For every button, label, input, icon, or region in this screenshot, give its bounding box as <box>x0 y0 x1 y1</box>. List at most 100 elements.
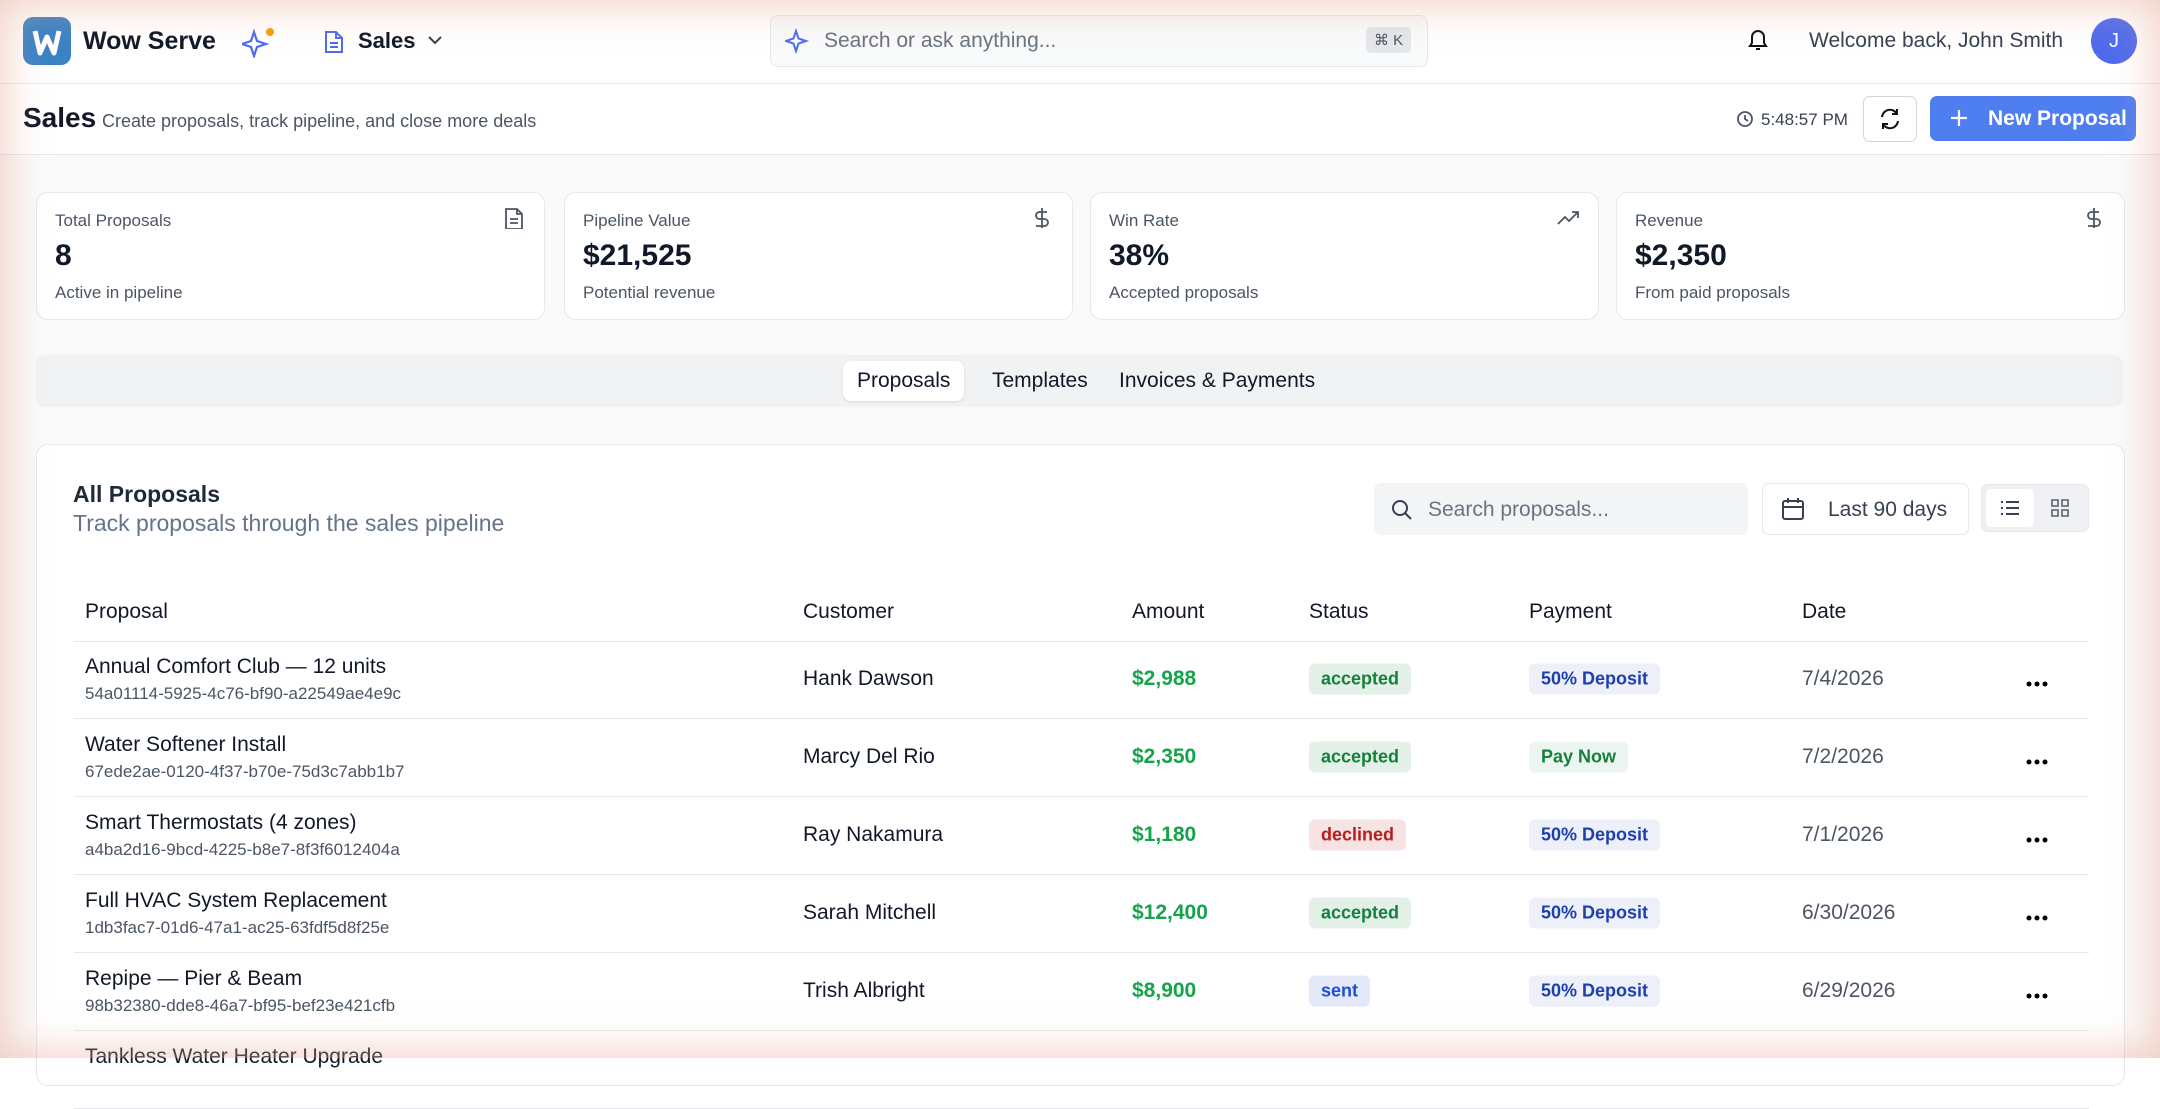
payment-badge: 50% Deposit <box>1529 663 1661 695</box>
row-line <box>74 718 2089 719</box>
date: 7/1/2026 <box>1802 823 1884 846</box>
payment-badge: Pay Now <box>1529 741 1629 773</box>
calendar-icon <box>1782 498 1804 520</box>
stat-icon <box>1031 207 1053 229</box>
stat-label: Win Rate <box>1109 211 1179 230</box>
dots <box>2026 993 2048 999</box>
header-line <box>74 641 2089 642</box>
stat-card: Revenue $2,350 From paid proposals <box>1616 192 2125 320</box>
row-menu[interactable] <box>2025 909 2049 921</box>
row-menu[interactable] <box>2025 831 2049 843</box>
proposals-card: All Proposals Track proposals through th… <box>36 444 2125 1109</box>
status-badge: declined <box>1309 819 1407 851</box>
stat-card: Win Rate 38% Accepted proposals <box>1090 192 1599 320</box>
page: Wow Serve Sales Search or ask anything..… <box>0 15 2160 1109</box>
welcome: Welcome back, John Smith <box>1809 29 2064 52</box>
row-line <box>74 1030 2089 1031</box>
notifications[interactable] <box>1746 28 1770 54</box>
ai-button[interactable] <box>242 28 276 58</box>
column-header: Amount <box>1132 600 1205 623</box>
status-badge: accepted <box>1309 897 1412 929</box>
proposal-title[interactable]: Repipe — Pier & Beam <box>85 967 303 990</box>
row-menu[interactable] <box>2025 753 2049 765</box>
refresh-button[interactable] <box>1863 96 1917 142</box>
global-search[interactable]: Search or ask anything... ⌘ K <box>770 15 1428 67</box>
column-header: Date <box>1802 600 1847 623</box>
proposal-title[interactable]: Full HVAC System Replacement <box>85 889 387 912</box>
dots <box>2026 759 2048 765</box>
stat-value: $2,350 <box>1635 239 1727 272</box>
proposal-title[interactable]: Tankless Water Heater Upgrade <box>85 1045 384 1068</box>
page-header: Sales Create proposals, track pipeline, … <box>0 84 2160 155</box>
customer: Marcy Del Rio <box>803 745 935 768</box>
brand: Wow Serve <box>83 27 216 55</box>
tab[interactable]: Proposals <box>843 361 965 401</box>
amount: $1,180 <box>1132 823 1197 846</box>
row-line <box>74 874 2089 875</box>
proposal-title[interactable]: Water Softener Install <box>85 733 287 756</box>
row-menu[interactable] <box>2025 675 2049 687</box>
row-line <box>74 952 2089 953</box>
amount: $8,900 <box>1132 979 1197 1002</box>
status-badge: sent <box>1309 975 1371 1007</box>
stat-card: Total Proposals 8 Active in pipeline <box>36 192 545 320</box>
stat-note: Accepted proposals <box>1109 283 1259 302</box>
stat-label: Revenue <box>1635 211 1704 230</box>
status-badge: accepted <box>1309 741 1412 773</box>
plus-icon <box>1951 110 1967 126</box>
customer: Sarah Mitchell <box>803 901 937 924</box>
list-view[interactable] <box>1986 489 2034 527</box>
date: 7/4/2026 <box>1802 667 1884 690</box>
proposal-id: 67ede2ae-0120-4f37-b70e-75d3c7abb1b7 <box>85 762 405 781</box>
stat-icon-glyph <box>1557 211 1579 225</box>
amount: $2,988 <box>1132 667 1197 690</box>
doc-icon <box>325 31 343 53</box>
date-range[interactable]: Last 90 days <box>1762 483 1969 535</box>
proposal-search-placeholder: Search proposals... <box>1428 498 1609 521</box>
proposal-search[interactable]: Search proposals... <box>1374 483 1748 535</box>
page-title: Sales <box>23 102 97 133</box>
time: 5:48:57 PM <box>1761 110 1848 129</box>
search-icon <box>1392 500 1412 520</box>
stat-icon-glyph <box>1035 208 1049 228</box>
tab[interactable]: Invoices & Payments <box>1119 369 1316 392</box>
ai-search-icon <box>785 28 810 54</box>
amount: $2,350 <box>1132 745 1197 768</box>
date: 6/29/2026 <box>1802 979 1896 1002</box>
row-menu[interactable] <box>2025 987 2049 999</box>
stat-note: From paid proposals <box>1635 283 1790 302</box>
date-range-label: Last 90 days <box>1828 498 1948 521</box>
search-placeholder: Search or ask anything... <box>824 29 1057 52</box>
grid-view[interactable] <box>2050 498 2070 518</box>
list-title: All Proposals <box>73 481 220 507</box>
row-line <box>74 796 2089 797</box>
proposal-title[interactable]: Annual Comfort Club — 12 units <box>85 655 387 678</box>
page-subtitle: Create proposals, track pipeline, and cl… <box>102 111 537 131</box>
avatar[interactable]: J <box>2091 18 2137 64</box>
payment-badge: 50% Deposit <box>1529 897 1661 929</box>
customer: Trish Albright <box>803 979 925 1002</box>
logo[interactable] <box>23 17 71 65</box>
chevron[interactable] <box>427 35 443 47</box>
tab[interactable]: Templates <box>992 369 1088 392</box>
column-header: Proposal <box>85 600 168 623</box>
module-switch[interactable]: Sales <box>358 28 416 53</box>
customer: Ray Nakamura <box>803 823 944 846</box>
proposal-title[interactable]: Smart Thermostats (4 zones) <box>85 811 357 834</box>
column-header: Status <box>1309 600 1369 623</box>
content: Total Proposals 8 Active in pipeline Pipeli… <box>0 155 2160 1109</box>
stat-icon-glyph <box>2087 208 2101 228</box>
stat-label: Pipeline Value <box>583 211 691 230</box>
payment-badge: 50% Deposit <box>1529 975 1661 1007</box>
list-subtitle: Track proposals through the sales pipeli… <box>73 510 505 536</box>
stat-icon <box>503 207 525 230</box>
view-toggle <box>1981 484 2089 532</box>
stat-value: 38% <box>1109 239 1170 272</box>
new-proposal-button[interactable]: New Proposal <box>1930 96 2136 141</box>
list-icon <box>2001 501 2019 515</box>
stat-value: $21,525 <box>583 239 692 272</box>
shortcut: ⌘ K <box>1366 27 1412 53</box>
dots <box>2026 915 2048 921</box>
column-header: Customer <box>803 600 895 623</box>
dots <box>2026 837 2048 843</box>
